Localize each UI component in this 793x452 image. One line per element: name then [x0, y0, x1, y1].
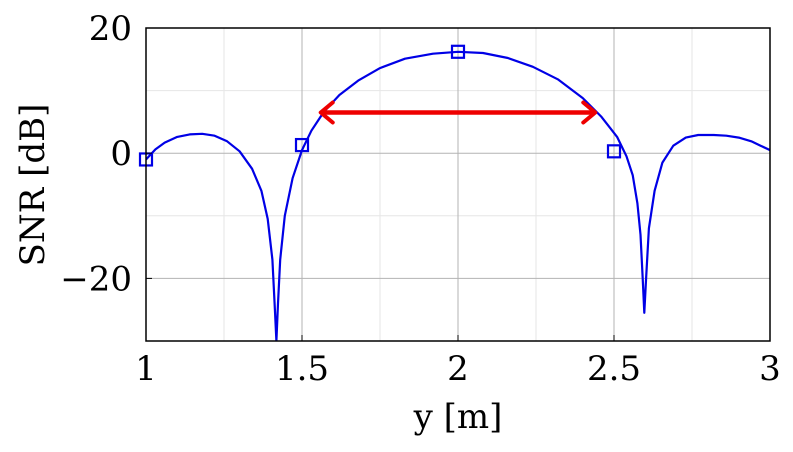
grid — [145, 27, 771, 341]
data-point-marker-1 — [294, 137, 310, 153]
x-tick-label-2: 2 — [447, 349, 469, 389]
double-arrow-annotation-0 — [318, 100, 598, 125]
data-point-marker-3 — [606, 144, 622, 159]
snr-series-line-0 — [146, 50, 770, 341]
arrow-head-left — [318, 100, 335, 125]
x-tick-label-1: 1.5 — [275, 349, 329, 389]
y-tick-label-2: −20 — [60, 259, 132, 299]
y-axis-label: SNR [dB] — [13, 104, 53, 267]
arrow-head-right — [581, 100, 598, 125]
x-tick-label-4: 3 — [759, 349, 781, 389]
y-tick-label-0: 20 — [89, 9, 132, 49]
x-tick-label-0: 1 — [135, 349, 157, 389]
tick-layer: 1 1.5 2 2.5 3 20 0 −20 — [60, 9, 781, 389]
series-layer — [146, 50, 770, 341]
x-tick-label-3: 2.5 — [587, 349, 641, 389]
data-point-marker-2 — [450, 44, 466, 59]
y-tick-label-1: 0 — [110, 134, 132, 174]
x-axis-label: y [m] — [413, 397, 503, 437]
annotation-layer — [318, 100, 598, 125]
